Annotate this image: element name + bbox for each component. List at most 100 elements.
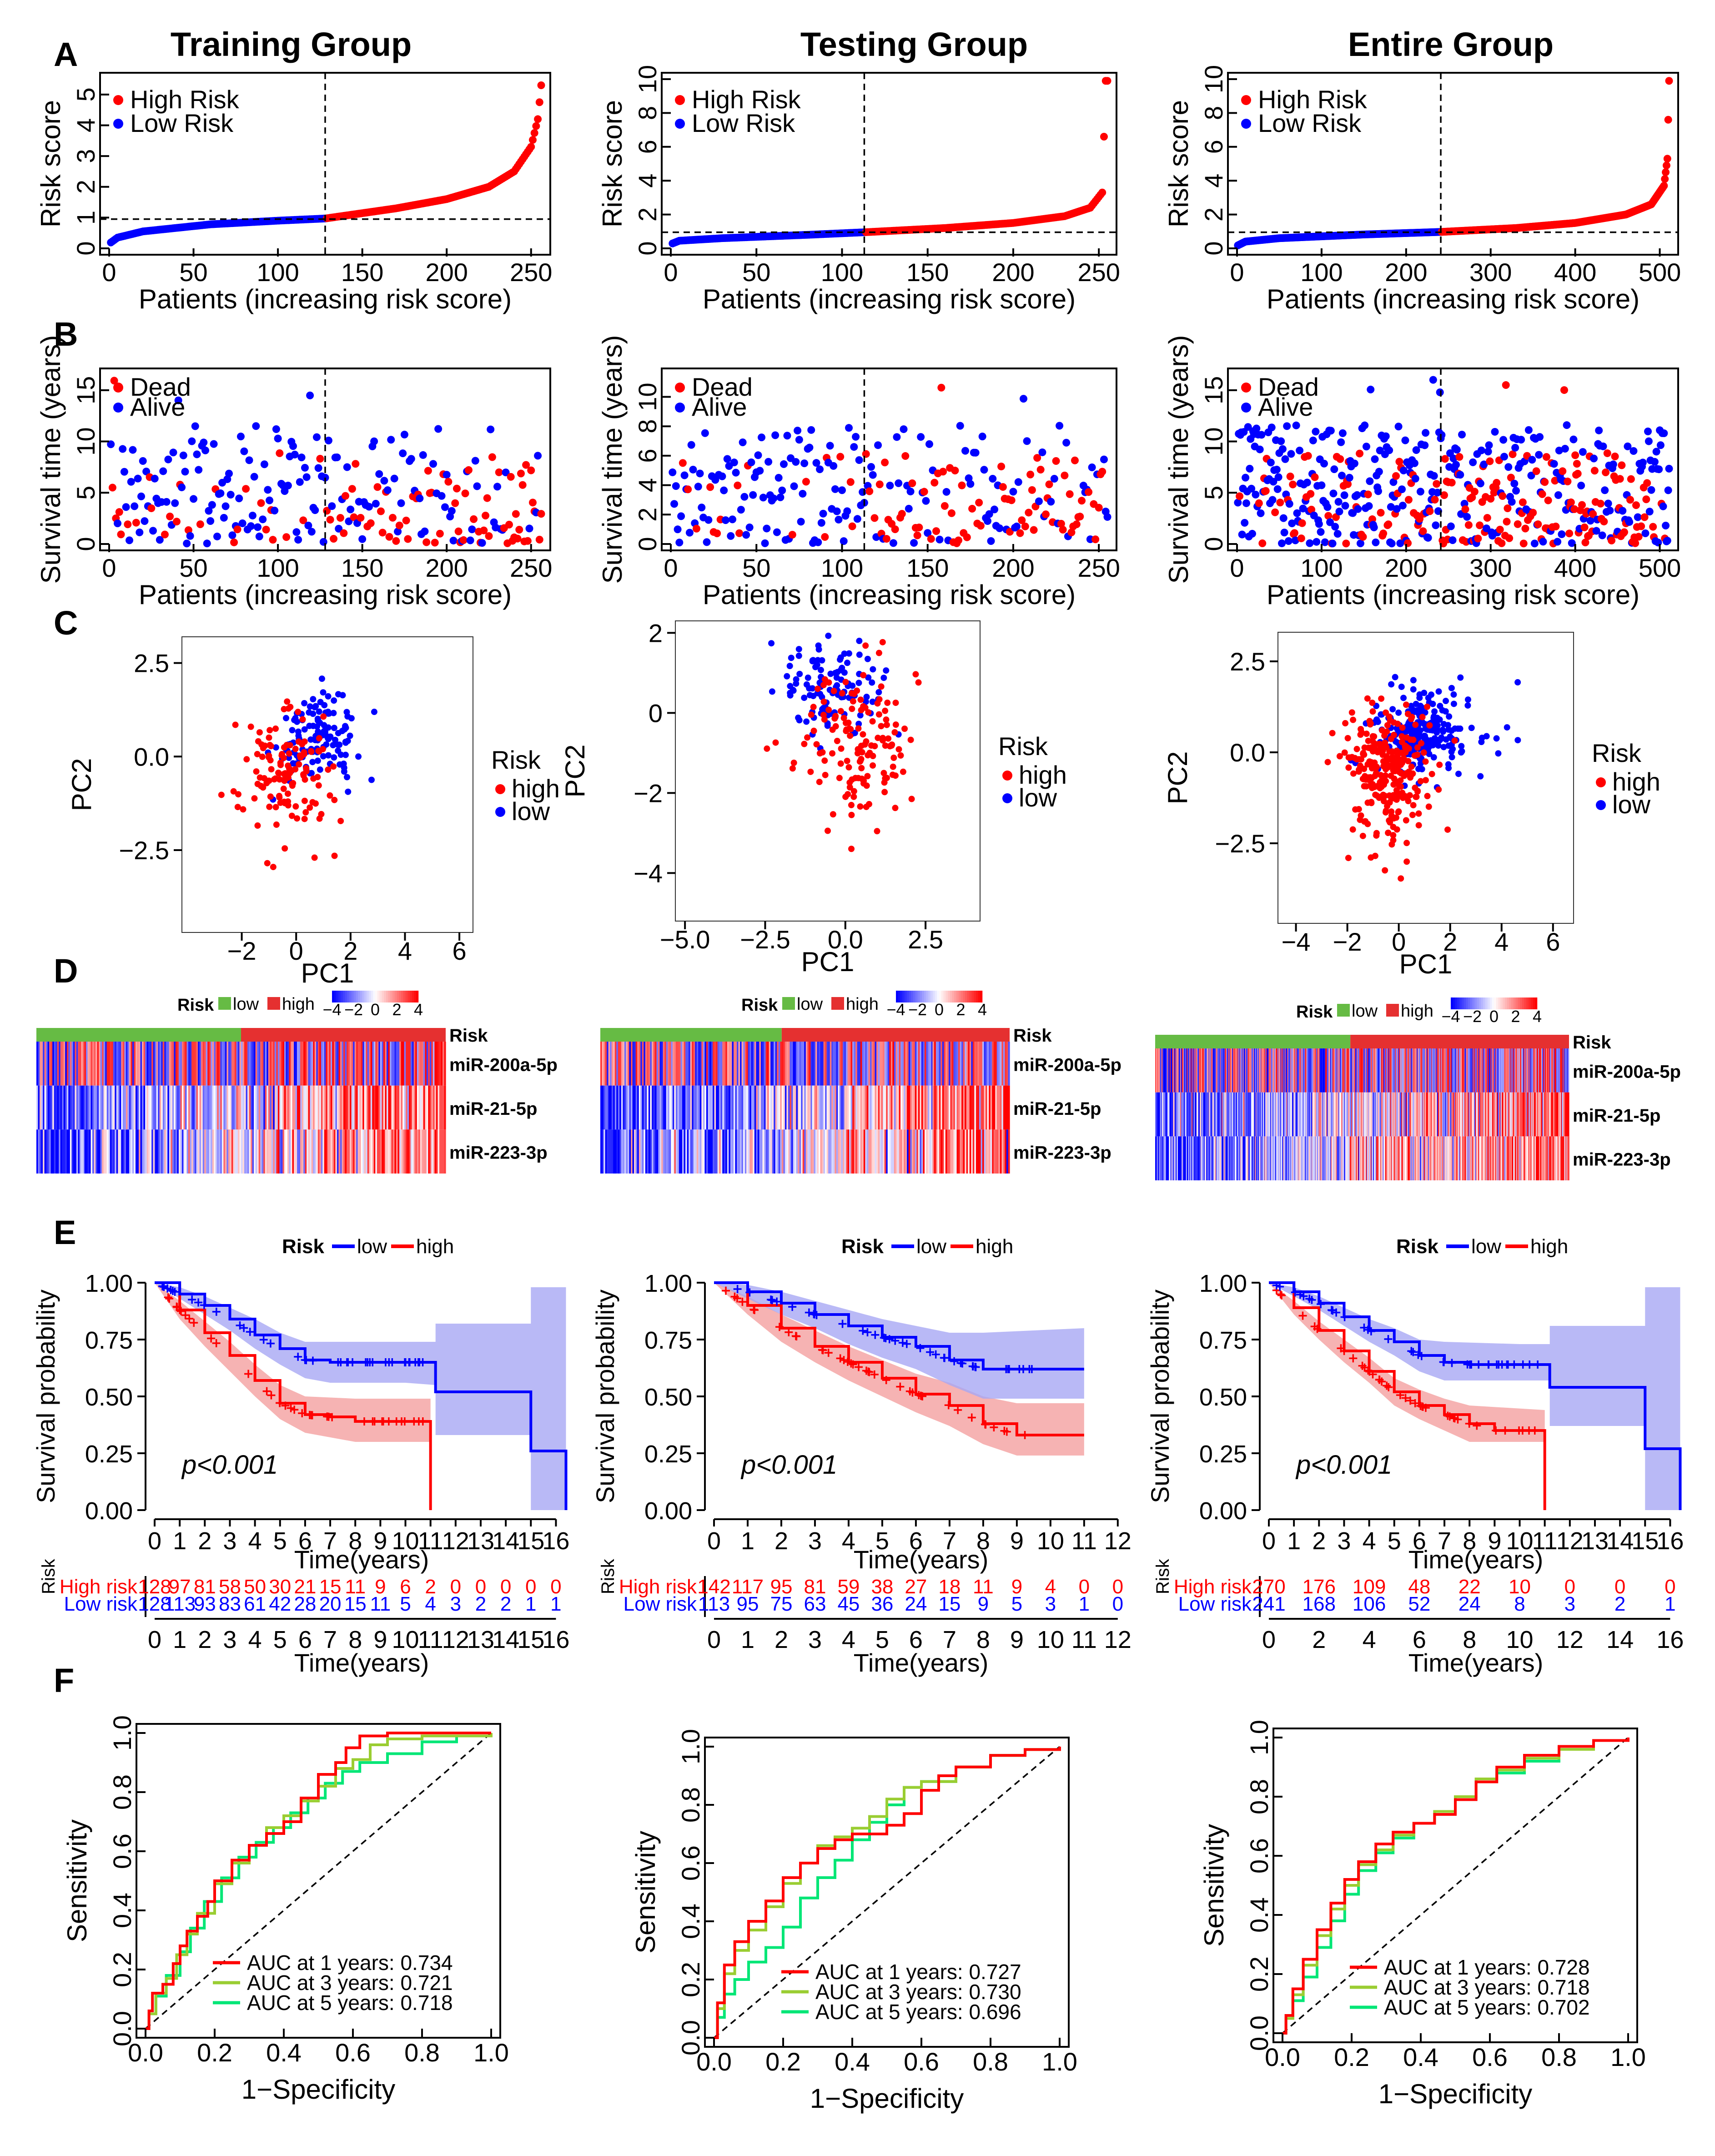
- dead-point: [1493, 479, 1501, 487]
- heat-cell: [410, 1129, 412, 1174]
- heat-cell: [262, 1042, 264, 1086]
- color-scale-tick: 2: [956, 1000, 965, 1019]
- heat-cell: [202, 1042, 205, 1086]
- heat-cell: [102, 1042, 104, 1086]
- heat-cell: [835, 1129, 837, 1174]
- heat-cell: [720, 1129, 723, 1174]
- heat-cell: [171, 1129, 173, 1174]
- alive-point: [1448, 536, 1457, 544]
- heat-cell: [836, 1085, 838, 1130]
- low-risk-point: [342, 739, 349, 746]
- heat-cell: [632, 1085, 634, 1130]
- heat-cell: [859, 1042, 861, 1086]
- low-risk-point: [856, 638, 863, 645]
- dead-point: [367, 519, 375, 527]
- heat-cell: [158, 1042, 160, 1086]
- y-tick-label: 0: [1199, 537, 1228, 551]
- heat-cell: [769, 1042, 771, 1086]
- heat-cell: [181, 1129, 184, 1174]
- heat-cell: [790, 1042, 792, 1086]
- heat-cell: [628, 1129, 630, 1174]
- heat-cell: [626, 1042, 628, 1086]
- high-risk-point: [829, 726, 836, 733]
- heat-cell: [724, 1085, 726, 1130]
- heat-cell: [78, 1129, 80, 1174]
- dead-point: [1052, 457, 1060, 465]
- heat-cell: [333, 1129, 336, 1174]
- heat-cell: [815, 1085, 818, 1130]
- dead-point: [1496, 525, 1504, 534]
- heat-cell: [92, 1042, 95, 1086]
- heat-cell: [838, 1085, 840, 1130]
- heat-cell: [313, 1042, 315, 1086]
- alive-point: [1430, 472, 1438, 480]
- heat-cell: [751, 1042, 753, 1086]
- heat-cell: [97, 1085, 99, 1130]
- heat-cell: [111, 1085, 114, 1130]
- alive-point: [122, 503, 130, 511]
- legend-label: High Risk: [130, 85, 240, 114]
- high-risk-point: [884, 700, 891, 706]
- legend-title: Risk: [998, 732, 1048, 761]
- high-risk-point: [1345, 764, 1352, 771]
- alive-point: [205, 507, 213, 515]
- high-risk-point: [1361, 783, 1368, 790]
- heat-cell: [422, 1085, 424, 1130]
- heat-cell: [217, 1042, 219, 1086]
- heat-cell: [153, 1042, 155, 1086]
- heat-cell: [934, 1129, 936, 1174]
- alive-point: [1458, 430, 1466, 438]
- heat-cell: [658, 1042, 660, 1086]
- color-scale-step: [974, 991, 976, 1002]
- high-risk-point: [764, 745, 770, 752]
- dead-point: [257, 499, 265, 507]
- heat-cell: [330, 1042, 332, 1086]
- heat-cell: [798, 1085, 800, 1130]
- heat-cell: [873, 1129, 875, 1174]
- heat-cell: [655, 1129, 657, 1174]
- alive-point: [289, 442, 297, 450]
- low-risk-point: [311, 704, 318, 710]
- heat-cell: [281, 1129, 283, 1174]
- heat-cell: [785, 1042, 787, 1086]
- heat-cell: [314, 1042, 317, 1086]
- alive-point: [795, 436, 803, 444]
- heat-cell: [428, 1129, 430, 1174]
- heat-cell: [100, 1085, 102, 1130]
- heat-cell: [356, 1085, 358, 1130]
- heat-cell: [628, 1042, 630, 1086]
- heat-cell: [307, 1042, 309, 1086]
- heat-cell: [785, 1085, 787, 1130]
- alive-point: [264, 486, 272, 494]
- heat-cell: [931, 1042, 933, 1086]
- dead-point: [1448, 479, 1456, 487]
- x-tick-label: 100: [821, 554, 863, 582]
- heat-cell: [815, 1042, 818, 1086]
- heat-cell: [38, 1042, 40, 1086]
- heat-cell: [836, 1129, 838, 1174]
- heat-cell: [961, 1129, 964, 1174]
- heat-cell: [105, 1042, 107, 1086]
- dead-point: [535, 535, 543, 544]
- heat-cell: [947, 1042, 949, 1086]
- heat-cell: [674, 1042, 676, 1086]
- heat-cell: [875, 1129, 877, 1174]
- y-axis-label: Risk score: [35, 100, 66, 227]
- heat-cell: [833, 1085, 835, 1130]
- heat-cell: [268, 1129, 270, 1174]
- heat-cell: [132, 1129, 135, 1174]
- alive-point: [178, 483, 186, 491]
- dead-point: [161, 530, 169, 539]
- alive-point: [1287, 450, 1295, 458]
- high-risk-point: [1329, 730, 1336, 736]
- heat-cell: [966, 1042, 968, 1086]
- heat-cell: [207, 1042, 210, 1086]
- heat-cell: [228, 1042, 230, 1086]
- alive-point: [1014, 478, 1022, 486]
- heat-cell: [753, 1085, 755, 1130]
- high-risk-point: [330, 763, 337, 770]
- heat-cell: [671, 1129, 673, 1174]
- high-risk-point: [1420, 749, 1427, 756]
- dead-point: [932, 527, 940, 535]
